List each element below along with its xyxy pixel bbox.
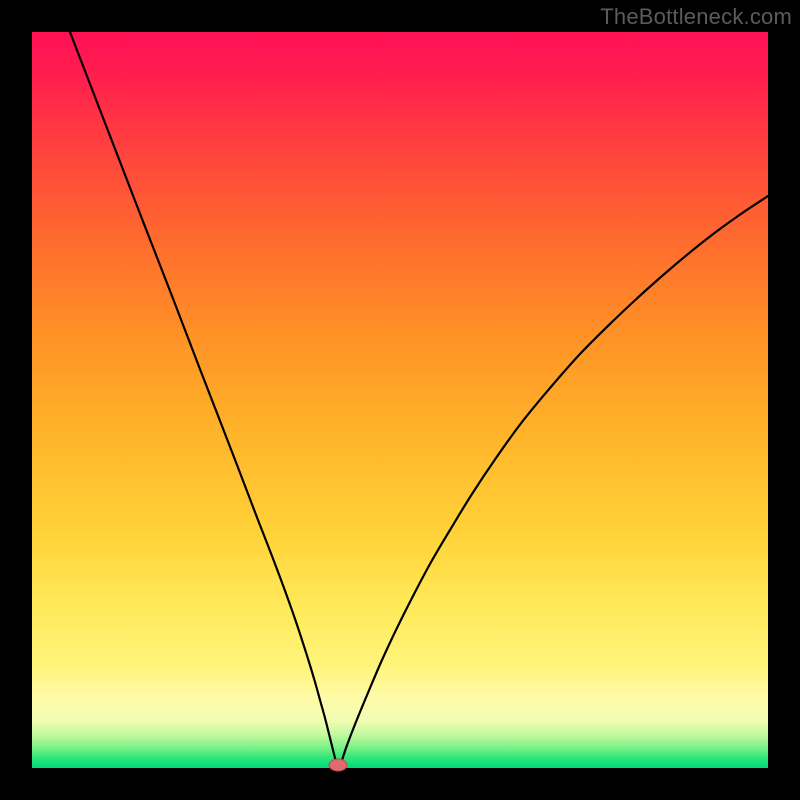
curve-layer [32, 32, 768, 768]
gradient-background [32, 32, 768, 768]
watermark-text: TheBottleneck.com [600, 4, 792, 30]
chart-plot-area [32, 32, 768, 768]
optimum-marker [329, 759, 347, 771]
outer-frame: TheBottleneck.com [0, 0, 800, 800]
